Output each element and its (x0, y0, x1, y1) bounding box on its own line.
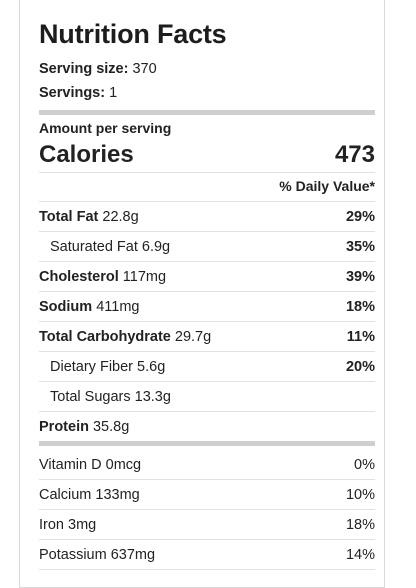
vitamin-row-potassium: Potassium 637mg 14% (39, 547, 375, 577)
vitamin-label: Calcium 133mg (39, 487, 140, 503)
nutrient-row-total-fat: Total Fat 22.8g 29% (39, 209, 375, 239)
divider (39, 479, 375, 480)
nutrient-label: Protein 35.8g (39, 419, 129, 435)
serving-size-line: Serving size: 370 (39, 61, 157, 77)
vitamin-row-iron: Iron 3mg 18% (39, 517, 375, 547)
calories-label: Calories (39, 141, 134, 168)
divider (39, 381, 375, 382)
nutrient-label: Dietary Fiber 5.6g (50, 359, 165, 375)
nutrient-label: Total Sugars 13.3g (50, 389, 171, 405)
divider (39, 261, 375, 262)
nutrient-amount: 5.6g (137, 359, 166, 375)
serving-size-label: Serving size: (39, 61, 129, 77)
nutrient-amount: 411mg (96, 299, 140, 315)
divider (39, 509, 375, 510)
nutrient-name: Dietary Fiber (50, 359, 133, 375)
vitamin-row-vitamin-d: Vitamin D 0mcg 0% (39, 457, 375, 487)
nutrient-name: Total Fat (39, 209, 99, 225)
vitamin-amount: 0mcg (105, 457, 142, 473)
nutrient-row-sodium: Sodium 411mg 18% (39, 299, 375, 329)
vitamin-label: Iron 3mg (39, 517, 96, 533)
vitamin-name: Calcium (39, 487, 92, 503)
nutrient-label: Total Fat 22.8g (39, 209, 139, 225)
amount-per-serving: Amount per serving (39, 120, 172, 136)
nutrition-label-frame (19, 0, 385, 588)
nutrient-row-total-sugars: Total Sugars 13.3g (39, 389, 375, 419)
vitamin-label: Vitamin D 0mcg (39, 457, 141, 473)
divider (39, 172, 375, 173)
servings-value: 1 (109, 85, 118, 101)
divider (39, 321, 375, 322)
divider (39, 539, 375, 540)
nutrition-facts-title: Nutrition Facts (39, 19, 227, 49)
divider (39, 411, 375, 412)
nutrient-row-dietary-fiber: Dietary Fiber 5.6g 20% (39, 359, 375, 389)
nutrient-name: Total Sugars (50, 389, 131, 405)
nutrient-amount: 22.8g (102, 209, 139, 225)
nutrient-row-cholesterol: Cholesterol 117mg 39% (39, 269, 375, 299)
nutrient-amount: 35.8g (92, 419, 130, 435)
divider (39, 569, 375, 570)
vitamin-daily-value: 10% (345, 487, 375, 503)
nutrient-label: Total Carbohydrate 29.7g (39, 329, 211, 345)
thick-divider (39, 110, 375, 115)
nutrient-row-protein: Protein 35.8g (39, 419, 375, 449)
nutrient-amount: 117mg (122, 269, 167, 285)
thick-divider (39, 441, 375, 446)
nutrient-label: Cholesterol 117mg (39, 269, 166, 285)
vitamin-amount: 637mg (110, 547, 156, 563)
servings-label: Servings: (39, 85, 106, 101)
daily-value-header: % Daily Value* (279, 178, 375, 194)
nutrient-name: Protein (39, 419, 89, 435)
serving-size-value: 370 (132, 61, 157, 77)
calories-value: 473 (334, 141, 375, 168)
nutrient-name: Cholesterol (39, 269, 119, 285)
vitamin-amount: 133mg (95, 487, 140, 503)
nutrient-label: Saturated Fat 6.9g (50, 239, 170, 255)
vitamin-name: Iron (39, 517, 64, 533)
divider (39, 351, 375, 352)
nutrient-row-saturated-fat: Saturated Fat 6.9g 35% (39, 239, 375, 269)
nutrient-amount: 13.3g (134, 389, 171, 405)
divider (39, 201, 375, 202)
nutrient-name: Total Carbohydrate (39, 329, 171, 345)
nutrient-name: Sodium (39, 299, 93, 315)
vitamin-name: Potassium (39, 547, 107, 563)
nutrient-label: Sodium 411mg (39, 299, 139, 315)
nutrient-row-total-carbohydrate: Total Carbohydrate 29.7g 11% (39, 329, 375, 359)
vitamin-daily-value: 18% (345, 517, 375, 533)
vitamin-name: Vitamin D (39, 457, 102, 473)
nutrient-daily-value: 11% (346, 329, 375, 345)
vitamin-row-calcium: Calcium 133mg 10% (39, 487, 375, 517)
nutrient-name: Saturated Fat (50, 239, 138, 255)
nutrient-daily-value: 35% (345, 239, 375, 255)
vitamin-daily-value: 0% (354, 457, 375, 473)
nutrient-daily-value: 29% (345, 209, 375, 225)
nutrient-amount: 29.7g (174, 329, 212, 345)
vitamin-label: Potassium 637mg (39, 547, 155, 563)
nutrient-daily-value: 18% (345, 299, 375, 315)
vitamin-amount: 3mg (68, 517, 97, 533)
divider (39, 291, 375, 292)
nutrient-daily-value: 39% (345, 269, 375, 285)
servings-line: Servings: 1 (39, 85, 117, 101)
nutrient-amount: 6.9g (141, 239, 171, 255)
divider (39, 231, 375, 232)
nutrient-daily-value: 20% (345, 359, 375, 375)
vitamin-daily-value: 14% (345, 547, 375, 563)
